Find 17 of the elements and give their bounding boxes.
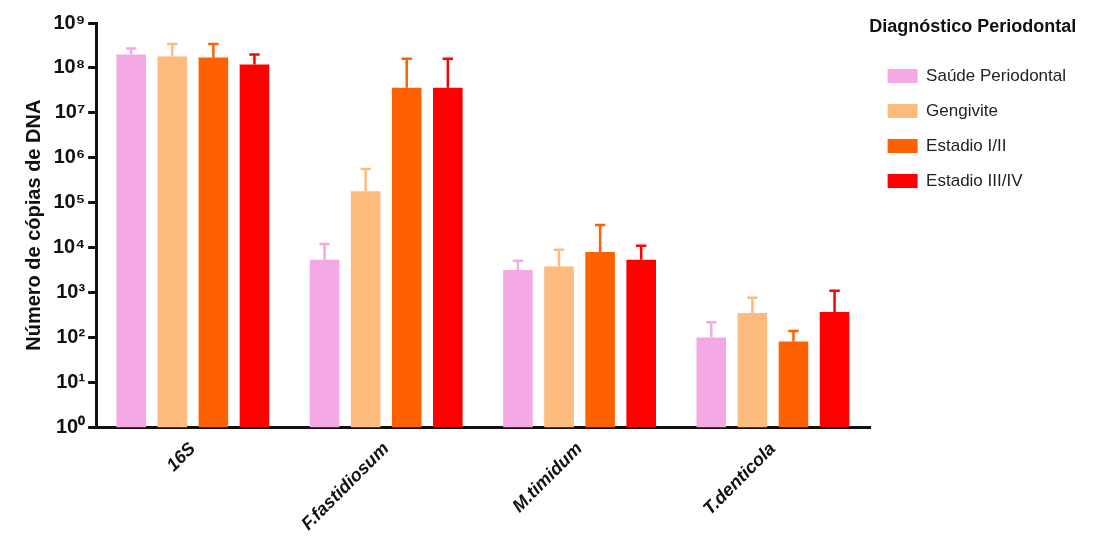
legend-label: Gengivite <box>926 100 998 120</box>
y-tick-label: 10⁴ <box>53 235 86 258</box>
legend-label: Estadio III/IV <box>926 170 1024 190</box>
y-tick-label: 10⁸ <box>53 55 86 78</box>
legend-title: Diagnóstico Periodontal <box>869 15 1077 36</box>
y-tick-label: 10³ <box>56 280 86 303</box>
y-tick-label: 10⁷ <box>54 100 86 123</box>
y-tick-label: 10⁹ <box>53 10 86 33</box>
legend-label: Saúde Periodontal <box>926 65 1067 85</box>
legend-label: Estadio I/II <box>926 135 1007 155</box>
y-axis-title: Número de cópias de DNA <box>21 99 44 351</box>
y-tick-label: 10⁶ <box>53 145 86 168</box>
y-tick-label: 10⁵ <box>53 190 86 213</box>
y-tick-label: 10⁰ <box>55 414 86 437</box>
y-tick-label: 10² <box>56 325 86 348</box>
y-tick-label: 10¹ <box>56 369 86 392</box>
x-tick-label: 16S <box>162 438 200 476</box>
